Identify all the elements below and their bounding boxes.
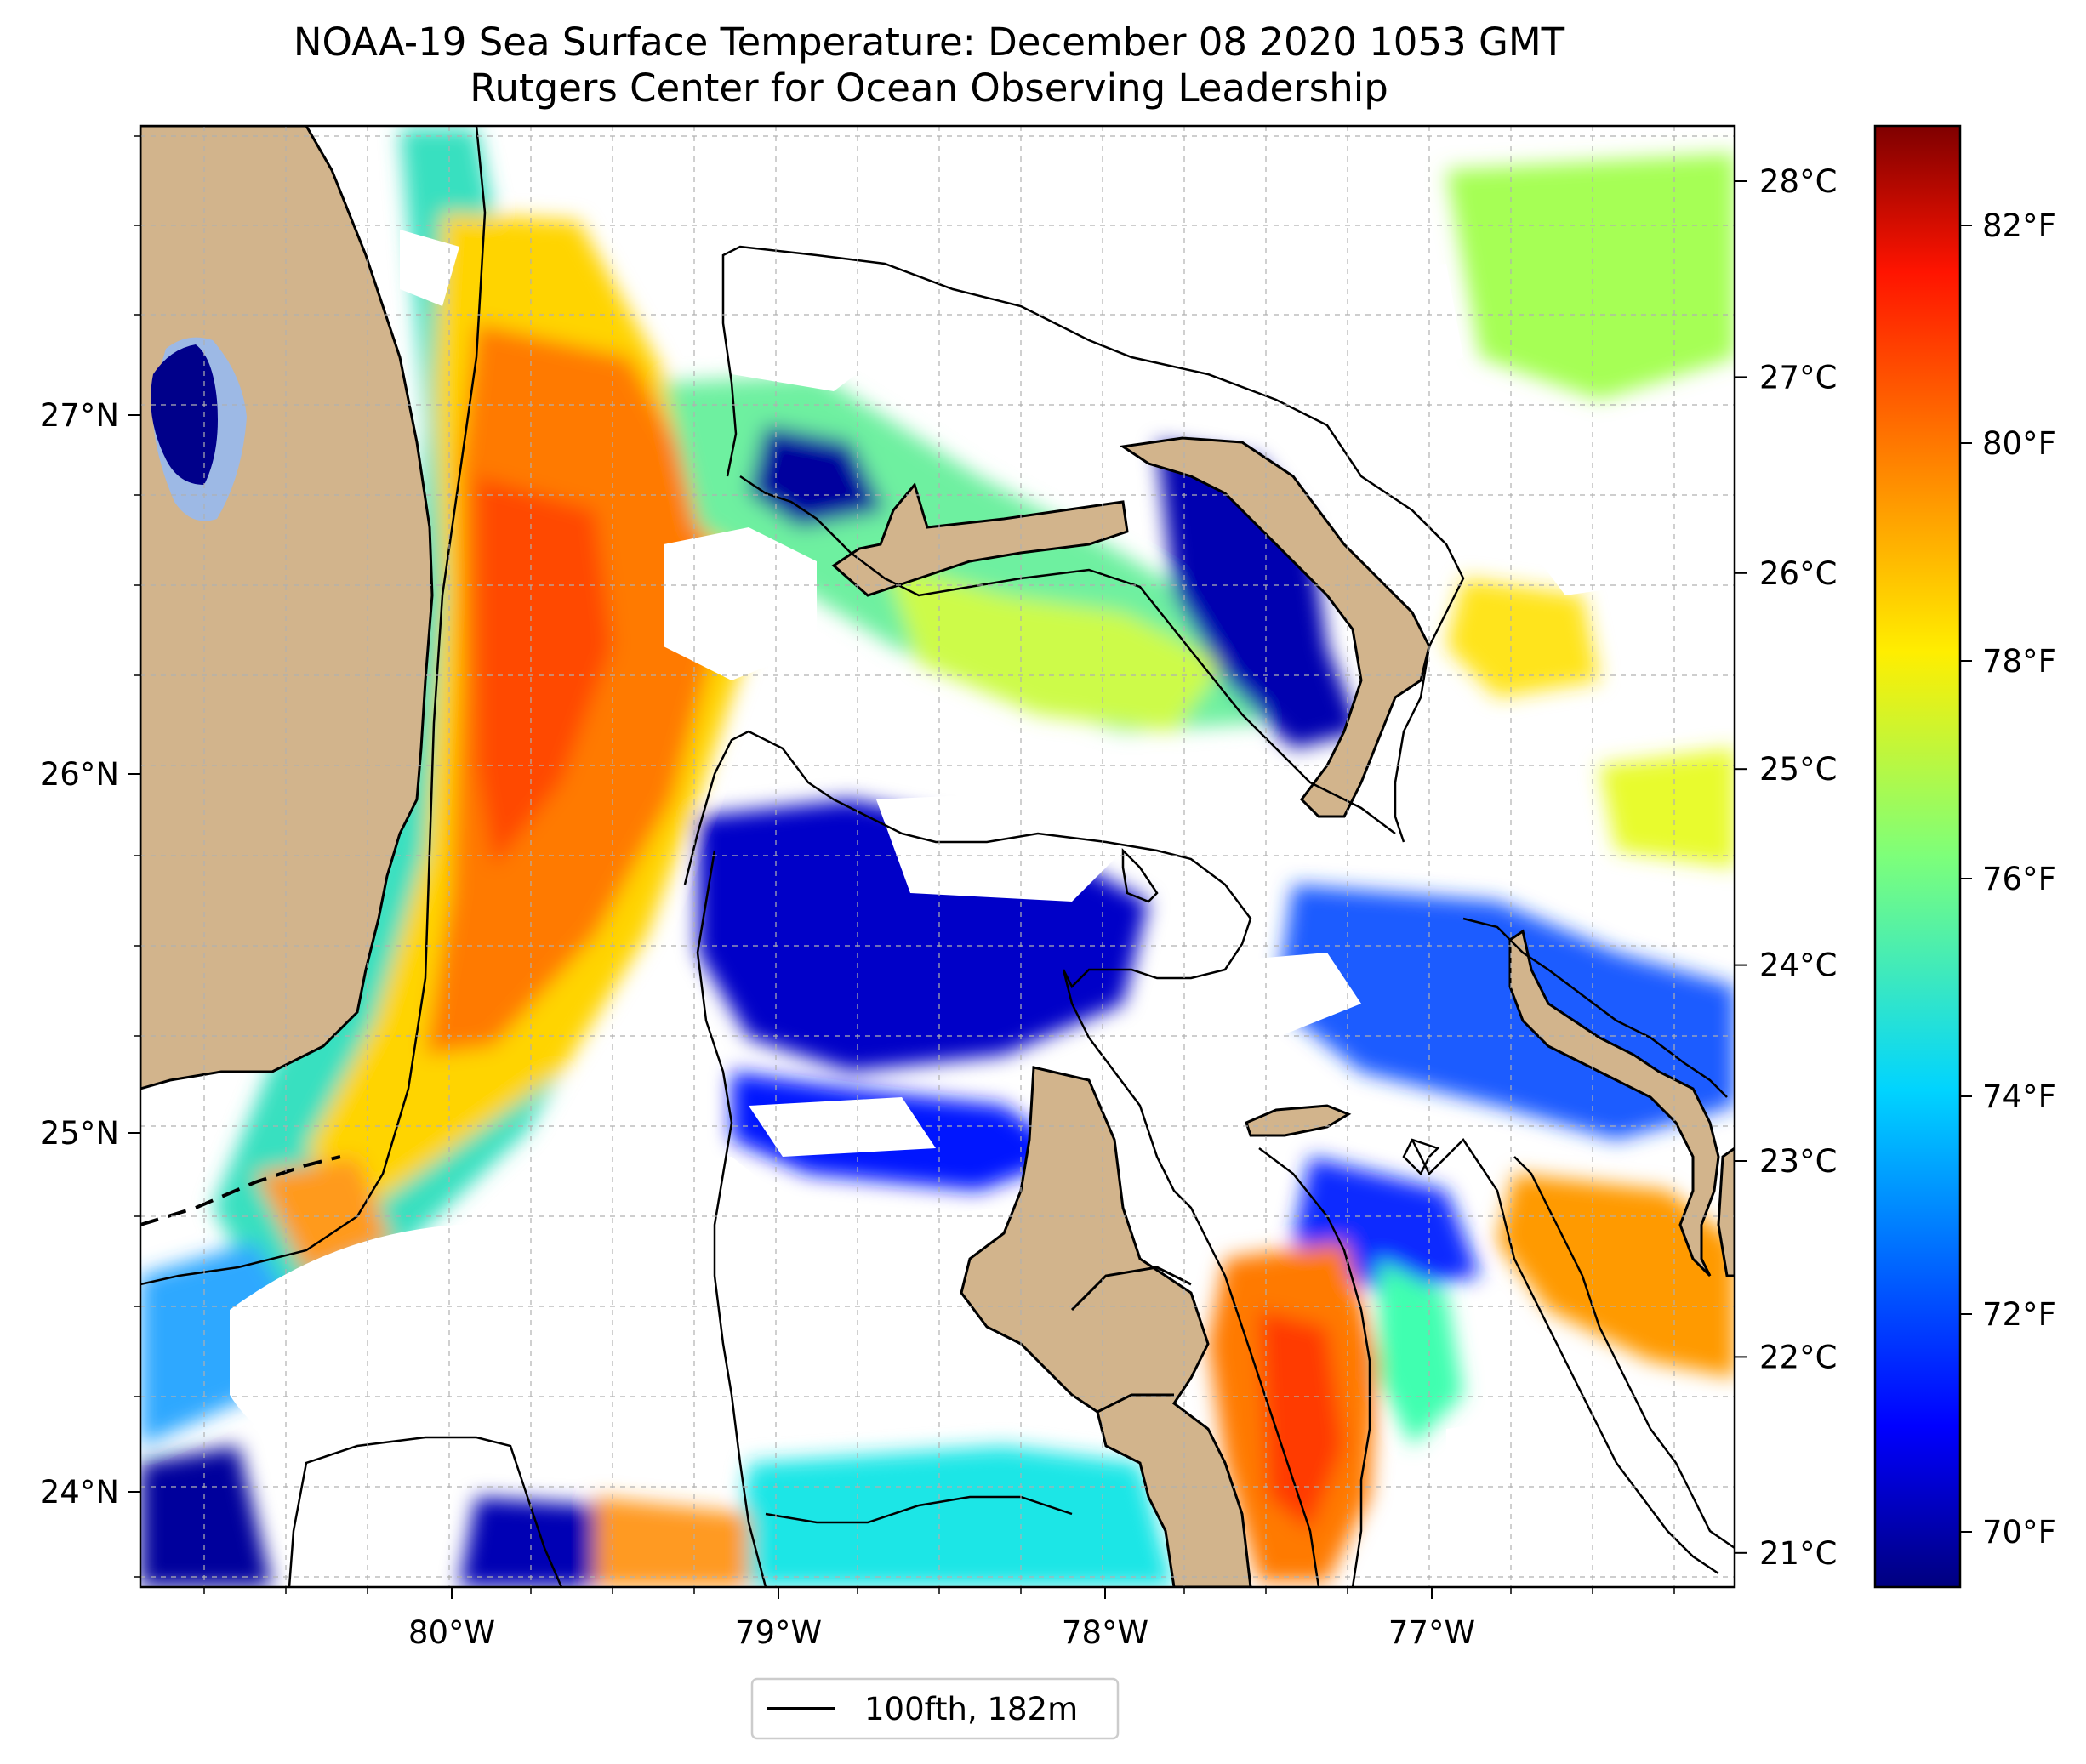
legend-label: 100fth, 182m [864,1691,1078,1727]
graticule [140,126,1735,1587]
abaco-land [1119,436,1431,818]
florida-keys [140,1155,341,1226]
map-title: NOAA-19 Sea Surface Temperature: Decembe… [293,20,1565,65]
lon-tick-label: 79°W [735,1614,822,1651]
map-frame [139,124,1736,1589]
eleuthera-land [1508,929,1720,1277]
fahrenheit-tick-label: 74°F [1982,1078,2056,1115]
celsius-tick-label: 22°C [1759,1339,1837,1375]
celsius-tick-label: 24°C [1759,947,1837,984]
sst-field [140,128,1735,1587]
fahrenheit-tick-label: 76°F [1982,861,2056,897]
cloud-mask [230,187,1735,1548]
colorbar [1873,124,1962,1589]
lat-tick-label: 24°N [40,1474,119,1511]
lon-tick-label: 78°W [1062,1614,1148,1651]
fahrenheit-tick-label: 80°F [1982,425,2056,462]
longitude-axis: 80°W 79°W 78°W 77°W [408,1587,1475,1651]
map-subtitle: Rutgers Center for Ocean Observing Leade… [470,65,1388,111]
andros-land [960,1066,1252,1587]
fahrenheit-tick-label: 78°F [1982,643,2056,680]
fahrenheit-tick-label: 82°F [1982,208,2056,244]
legend: 100fth, 182m [750,1677,1120,1740]
map-panel [140,126,1735,1587]
lake-cold-pixels [151,344,218,485]
isobath-100fth [140,126,1735,1587]
celsius-tick-label: 26°C [1759,555,1837,592]
celsius-tick-label: 27°C [1759,359,1837,395]
celsius-tick-label: 25°C [1759,751,1837,788]
exuma-land [1717,1147,1735,1277]
lon-tick-label: 80°W [408,1614,495,1651]
latitude-axis: 27°N 26°N 25°N 24°N [40,397,140,1511]
celsius-scale: 28°C 27°C 26°C 25°C 24°C 23°C 22°C 21°C [1735,163,1837,1572]
fahrenheit-scale: 82°F 80°F 78°F 76°F 74°F 72°F 70°F [1960,208,2056,1551]
andros-interior-lines [1070,1266,1192,1414]
lon-tick-label: 77°W [1388,1614,1475,1651]
grand-bahama-land [831,481,1129,597]
lat-tick-label: 26°N [40,756,119,793]
lat-tick-label: 27°N [40,397,119,434]
fahrenheit-tick-label: 70°F [1982,1514,2056,1551]
lat-tick-label: 25°N [40,1115,119,1152]
legend-box [750,1677,1120,1740]
fahrenheit-tick-label: 72°F [1982,1296,2056,1333]
celsius-tick-label: 23°C [1759,1143,1837,1180]
minor-ticks [134,135,1675,1594]
new-providence-land [1245,1104,1352,1137]
celsius-tick-label: 21°C [1759,1535,1837,1572]
celsius-tick-label: 28°C [1759,163,1837,200]
